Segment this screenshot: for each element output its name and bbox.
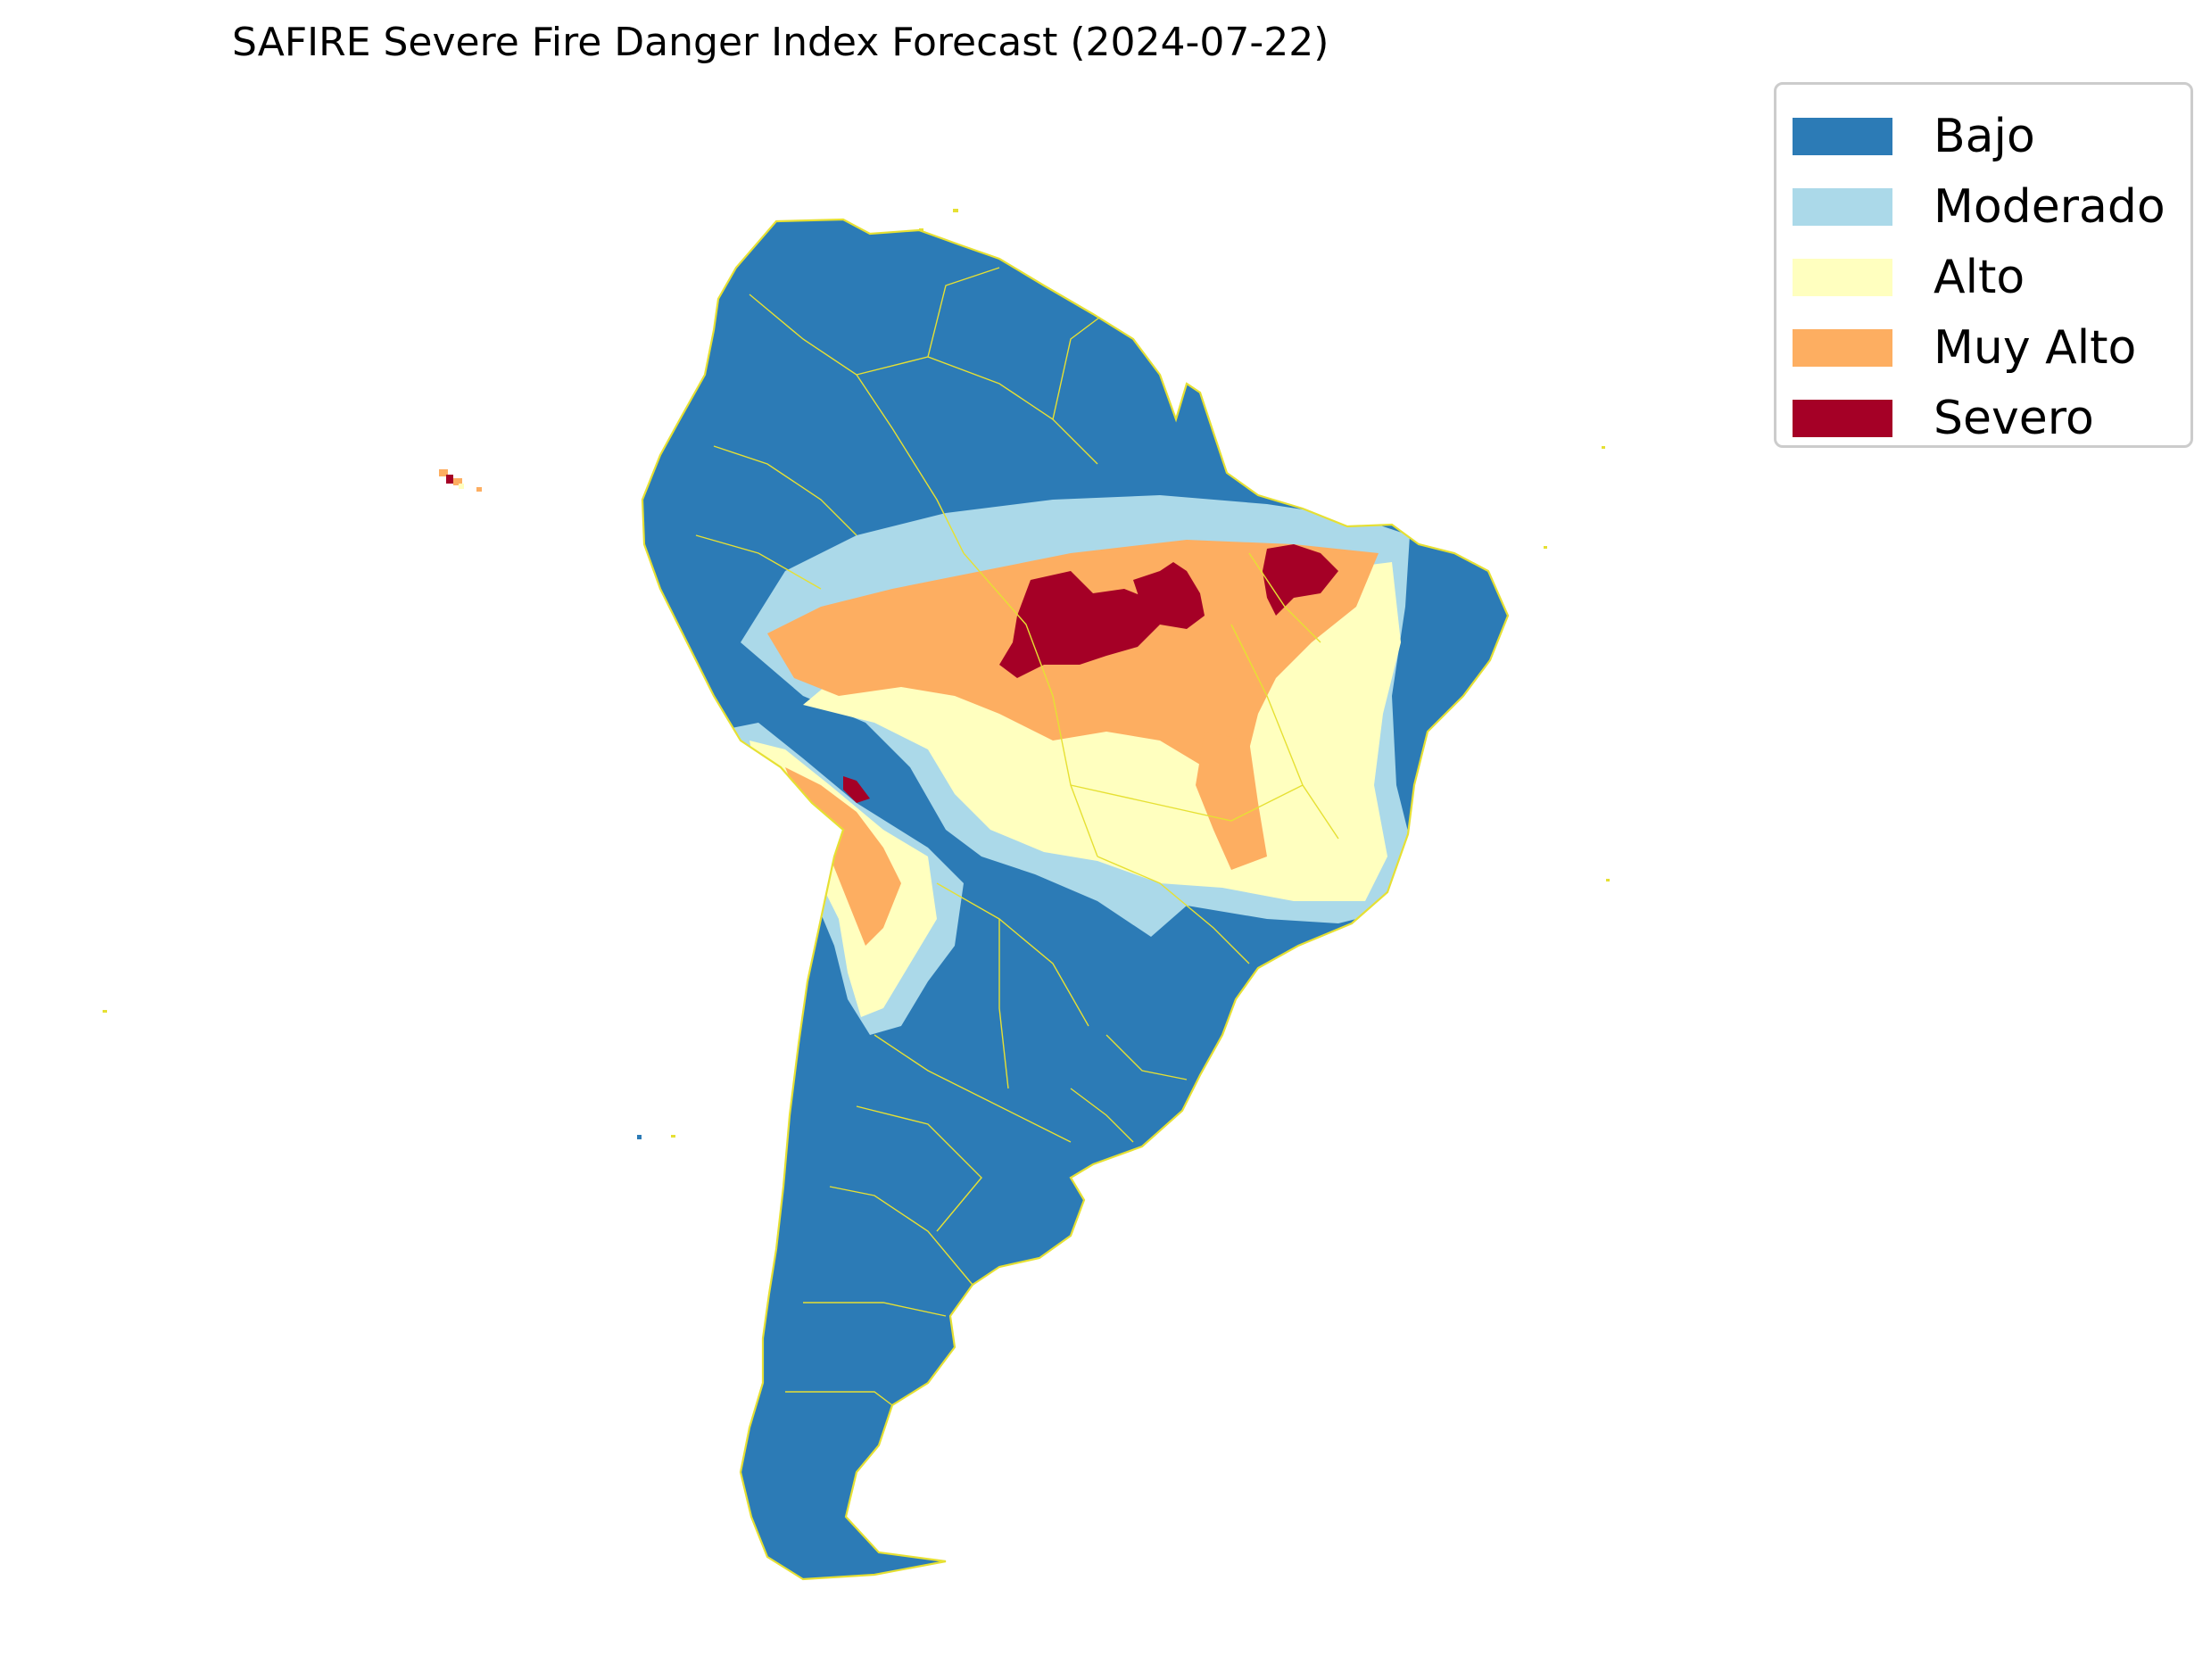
legend-item-bajo: Bajo [1793, 101, 2174, 171]
legend-label-alto: Alto [1934, 250, 2025, 304]
admin-boundaries [695, 267, 1339, 1406]
zone-severo-andes [843, 776, 870, 803]
legend-swatch-severo [1793, 399, 1892, 437]
legend-item-moderado: Moderado [1793, 171, 2174, 242]
galapagos-islands [439, 469, 482, 492]
legend-swatch-moderado [1793, 187, 1892, 226]
legend-label-severo: Severo [1934, 391, 2094, 445]
legend: Bajo Moderado Alto Muy Alto Severo [1774, 82, 2193, 448]
legend-swatch-alto [1793, 258, 1892, 296]
legend-label-moderado: Moderado [1934, 179, 2165, 234]
country-outline [641, 218, 1510, 1581]
legend-item-alto: Alto [1793, 242, 2174, 312]
legend-label-bajo: Bajo [1934, 109, 2035, 163]
small-islands [103, 209, 1610, 1139]
zone-severo-3 [1263, 544, 1338, 616]
legend-label-muy-alto: Muy Alto [1934, 320, 2137, 375]
zone-severo-1 [999, 571, 1160, 678]
legend-swatch-muy-alto [1793, 328, 1892, 367]
legend-item-muy-alto: Muy Alto [1793, 312, 2174, 383]
legend-swatch-bajo [1793, 117, 1892, 155]
map-title: SAFIRE Severe Fire Danger Index Forecast… [232, 20, 1329, 65]
zone-muy-alto-south [1196, 732, 1267, 870]
legend-item-severo: Severo [1793, 383, 2174, 453]
zone-severo-2 [1133, 562, 1205, 629]
